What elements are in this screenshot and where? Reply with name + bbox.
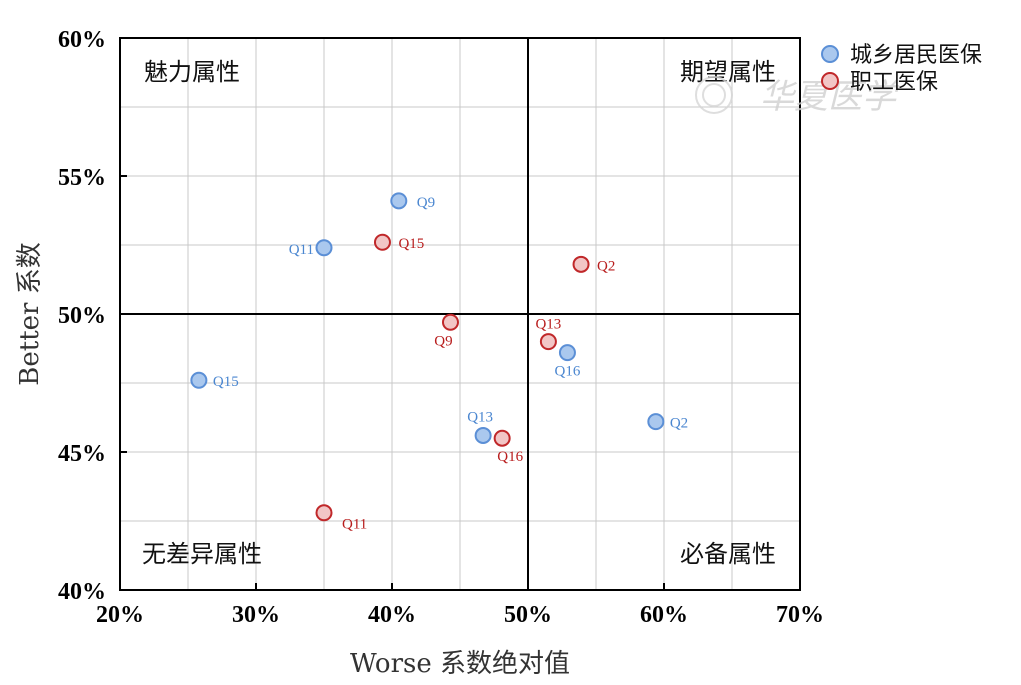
point-label-q11: Q11 [289,242,314,258]
point-label-q9: Q9 [434,333,452,349]
quadrant-label-bottom-right: 必备属性 [680,540,776,568]
x-axis-title: Worse 系数绝对值 [350,649,570,679]
quadrant-label-bottom-left: 无差异属性 [142,540,262,568]
data-point-q11 [315,239,333,257]
watermark-seal-inner-icon [702,83,726,107]
x-tick-label: 20% [96,602,144,628]
data-point-q13 [474,426,492,444]
legend: 城乡居民医保 职工医保 [821,43,982,95]
legend-label-employee: 职工医保 [850,70,938,95]
data-point-q2 [572,255,590,273]
x-tick-label: 70% [776,602,824,628]
point-label-q13: Q13 [467,409,493,425]
data-point-q15 [190,371,208,389]
y-tick-label: 45% [58,441,106,467]
data-point-labels: Q9 Q11 Q15 Q16 Q13 Q2 Q15 Q2 Q9 Q13 Q16 Q11 [213,195,688,533]
point-label-q15: Q15 [213,374,239,390]
data-points [190,192,665,522]
data-point-q9 [441,313,459,331]
data-point-q16 [558,344,576,362]
legend-marker-employee [821,72,839,90]
y-tick-label: 50% [58,303,106,329]
data-point-q2 [647,413,665,431]
legend-label-urban-rural: 城乡居民医保 [850,43,982,68]
x-tick-label: 60% [640,602,688,628]
quadrant-label-top-left: 魅力属性 [144,58,240,86]
point-label-q2: Q2 [670,416,688,432]
x-tick-label: 40% [368,602,416,628]
quadrant-dividers [120,38,800,590]
y-tick-label: 40% [58,579,106,605]
axis-ticks: 20% 30% 40% 50% 60% 70% 40% 45% 50% 55% 60% [58,27,824,628]
x-tick-label: 50% [504,602,552,628]
point-label-q16: Q16 [497,449,523,465]
x-tick-label: 30% [232,602,280,628]
point-label-q13: Q13 [535,317,561,333]
legend-marker-urban-rural [821,45,839,63]
point-label-q15: Q15 [398,236,424,252]
data-point-q16 [493,429,511,447]
watermark-seal-icon [695,76,733,114]
data-point-q15 [373,233,391,251]
point-label-q16: Q16 [555,364,581,380]
y-tick-label: 55% [58,165,106,191]
data-point-q9 [390,192,408,210]
y-tick-label: 60% [58,27,106,53]
data-point-q13 [539,333,557,351]
data-point-q11 [315,504,333,522]
quadrant-label-top-right: 期望属性 [680,58,776,86]
series-urban-rural [190,192,665,444]
point-label-q9: Q9 [417,195,435,211]
y-axis-title: Better 系数 [15,242,45,385]
point-label-q2: Q2 [597,258,615,274]
point-label-q11: Q11 [342,517,367,533]
series-employee [315,233,590,522]
